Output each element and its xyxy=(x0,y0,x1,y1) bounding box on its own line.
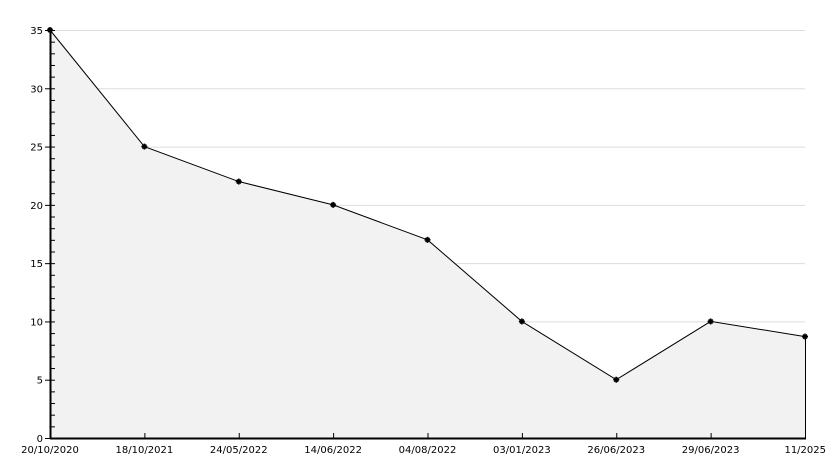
x-tick-label: 20/10/2020 xyxy=(21,445,79,456)
y-tick-label: 30 xyxy=(30,84,43,95)
area-fill xyxy=(50,30,805,438)
x-tick-label: 26/06/2023 xyxy=(587,445,645,456)
data-point xyxy=(707,318,714,325)
x-tick-label: 03/01/2023 xyxy=(493,445,551,456)
data-point xyxy=(330,201,337,208)
data-point xyxy=(613,376,620,383)
x-tick-label: 11/2025 xyxy=(784,445,826,456)
y-tick-label: 0 xyxy=(37,434,43,445)
y-tick-label: 25 xyxy=(30,143,43,154)
x-tick-label: 14/06/2022 xyxy=(304,445,362,456)
y-tick-label: 5 xyxy=(37,376,43,387)
data-point xyxy=(518,318,525,325)
data-point xyxy=(424,236,431,243)
y-tick-label: 15 xyxy=(30,259,43,270)
x-tick-label: 24/05/2022 xyxy=(210,445,268,456)
data-point xyxy=(235,178,242,185)
data-point xyxy=(47,27,53,33)
y-tick-label: 35 xyxy=(30,26,43,37)
x-tick-label: 29/06/2023 xyxy=(682,445,740,456)
y-tick-label: 10 xyxy=(30,317,43,328)
data-point xyxy=(141,143,148,150)
x-tick-label: 04/08/2022 xyxy=(399,445,457,456)
data-point xyxy=(802,333,808,340)
y-tick-label: 20 xyxy=(30,201,43,212)
x-tick-label: 18/10/2021 xyxy=(116,445,174,456)
